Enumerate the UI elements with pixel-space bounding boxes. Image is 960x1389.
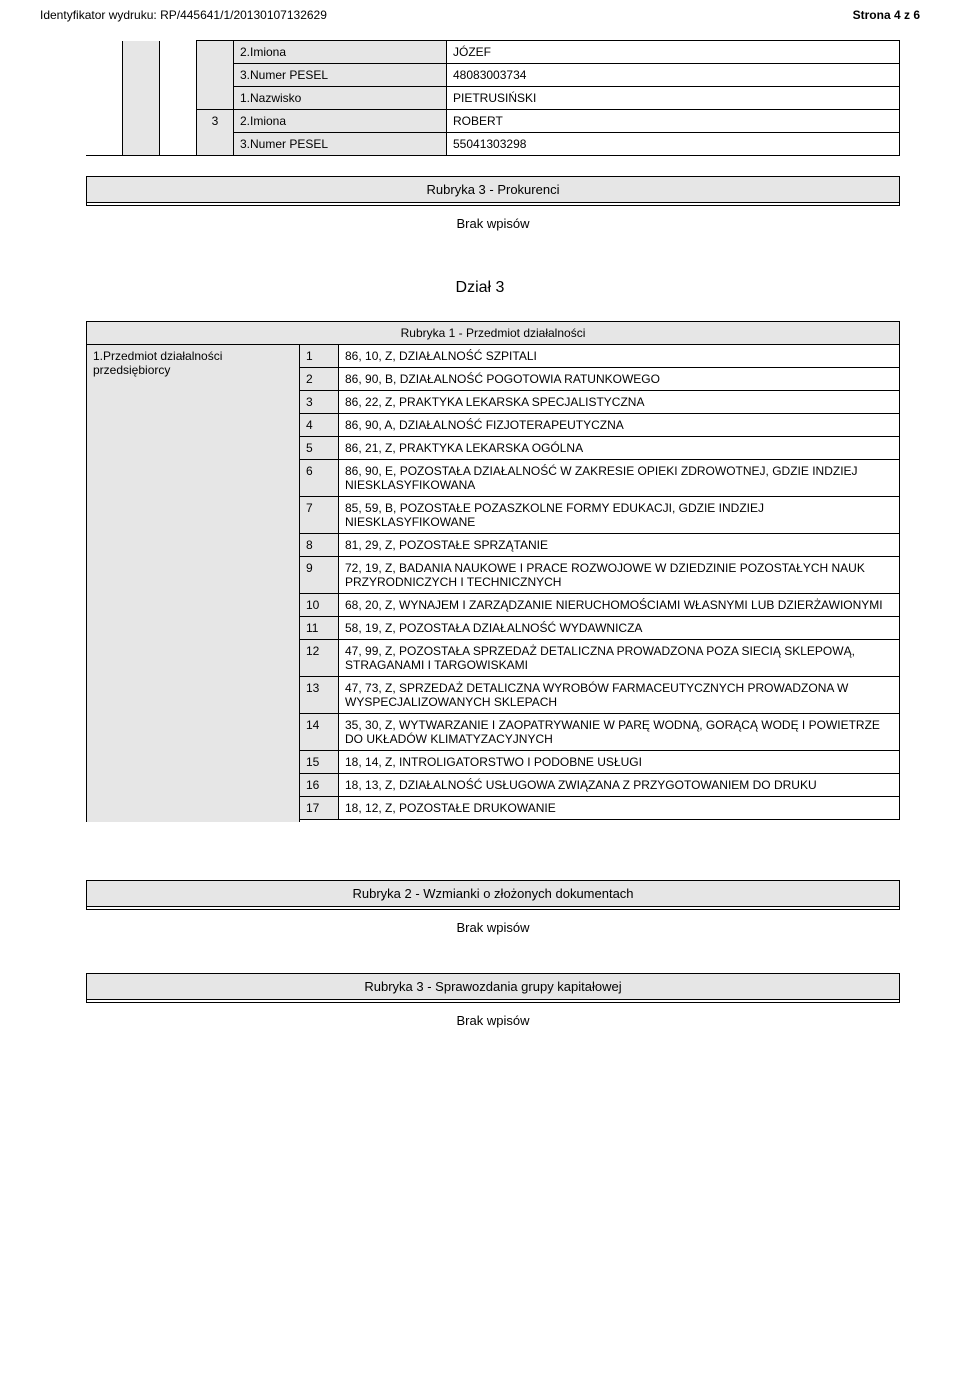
activity-index: 14 bbox=[300, 714, 339, 751]
activity-value: 86, 90, B, DZIAŁALNOŚĆ POGOTOWIA RATUNKO… bbox=[339, 368, 900, 391]
activity-index: 16 bbox=[300, 774, 339, 797]
activity-index: 4 bbox=[300, 414, 339, 437]
activity-index: 10 bbox=[300, 594, 339, 617]
group-number bbox=[197, 41, 234, 110]
group-number: 3 bbox=[197, 110, 234, 156]
page-header: Identyfikator wydruku: RP/445641/1/20130… bbox=[40, 0, 920, 26]
activity-value: 18, 14, Z, INTROLIGATORSTWO I PODOBNE US… bbox=[339, 751, 900, 774]
field-value: 48083003734 bbox=[447, 64, 900, 87]
field-value: JÓZEF bbox=[447, 41, 900, 64]
table-row: 2.Imiona JÓZEF bbox=[86, 41, 900, 64]
no-entries: Brak wpisów bbox=[86, 910, 900, 955]
print-id-value: RP/445641/1/20130107132629 bbox=[160, 8, 327, 22]
activity-index: 13 bbox=[300, 677, 339, 714]
activity-index: 3 bbox=[300, 391, 339, 414]
activity-value: 81, 29, Z, POZOSTAŁE SPRZĄTANIE bbox=[339, 534, 900, 557]
activity-index: 15 bbox=[300, 751, 339, 774]
activity-index: 12 bbox=[300, 640, 339, 677]
no-entries: Brak wpisów bbox=[86, 1003, 900, 1028]
blank-cell bbox=[123, 41, 160, 156]
field-value: 55041303298 bbox=[447, 133, 900, 156]
activities-table: Rubryka 1 - Przedmiot działalności 1.Prz… bbox=[86, 321, 900, 822]
field-label: 1.Nazwisko bbox=[234, 87, 447, 110]
section-title: Rubryka 2 - Wzmianki o złożonych dokumen… bbox=[86, 880, 900, 910]
people-table: 2.Imiona JÓZEF 3.Numer PESEL 48083003734… bbox=[86, 40, 900, 158]
section-title-text: Rubryka 3 - Prokurenci bbox=[87, 177, 900, 203]
section-title: Rubryka 3 - Sprawozdania grupy kapitałow… bbox=[86, 973, 900, 1003]
activity-value: 86, 21, Z, PRAKTYKA LEKARSKA OGÓLNA bbox=[339, 437, 900, 460]
activity-value: 86, 22, Z, PRAKTYKA LEKARSKA SPECJALISTY… bbox=[339, 391, 900, 414]
activity-value: 18, 12, Z, POZOSTAŁE DRUKOWANIE bbox=[339, 797, 900, 820]
field-label: 2.Imiona bbox=[234, 110, 447, 133]
activity-index: 11 bbox=[300, 617, 339, 640]
section-title-text: Rubryka 3 - Sprawozdania grupy kapitałow… bbox=[87, 974, 900, 1000]
activity-index: 6 bbox=[300, 460, 339, 497]
activity-value: 35, 30, Z, WYTWARZANIE I ZAOPATRYWANIE W… bbox=[339, 714, 900, 751]
activity-value: 18, 13, Z, DZIAŁALNOŚĆ USŁUGOWA ZWIĄZANA… bbox=[339, 774, 900, 797]
table-row: 3 2.Imiona ROBERT bbox=[86, 110, 900, 133]
activity-index: 5 bbox=[300, 437, 339, 460]
field-value: PIETRUSIŃSKI bbox=[447, 87, 900, 110]
field-label: 2.Imiona bbox=[234, 41, 447, 64]
activity-index: 2 bbox=[300, 368, 339, 391]
field-label: 3.Numer PESEL bbox=[234, 133, 447, 156]
activity-value: 47, 99, Z, POZOSTAŁA SPRZEDAŻ DETALICZNA… bbox=[339, 640, 900, 677]
blank-cell bbox=[86, 41, 123, 156]
activity-value: 85, 59, B, POZOSTAŁE POZASZKOLNE FORMY E… bbox=[339, 497, 900, 534]
activity-value: 72, 19, Z, BADANIA NAUKOWE I PRACE ROZWO… bbox=[339, 557, 900, 594]
table-row: Rubryka 1 - Przedmiot działalności bbox=[87, 322, 900, 345]
section-title-text: Rubryka 1 - Przedmiot działalności bbox=[87, 322, 900, 345]
activity-value: 47, 73, Z, SPRZEDAŻ DETALICZNA WYROBÓW F… bbox=[339, 677, 900, 714]
table-row: 1.Przedmiot działalności przedsiębiorcy … bbox=[87, 345, 900, 368]
activity-index: 17 bbox=[300, 797, 339, 820]
print-id-label: Identyfikator wydruku: bbox=[40, 8, 157, 22]
activity-value: 86, 90, E, POZOSTAŁA DZIAŁALNOŚĆ W ZAKRE… bbox=[339, 460, 900, 497]
activity-index: 7 bbox=[300, 497, 339, 534]
print-id: Identyfikator wydruku: RP/445641/1/20130… bbox=[40, 8, 327, 22]
activity-index: 9 bbox=[300, 557, 339, 594]
page-number: Strona 4 z 6 bbox=[853, 8, 920, 22]
activity-value: 86, 10, Z, DZIAŁALNOŚĆ SZPITALI bbox=[339, 345, 900, 368]
table-row bbox=[86, 156, 900, 159]
section-title-text: Rubryka 2 - Wzmianki o złożonych dokumen… bbox=[87, 881, 900, 907]
activity-index: 1 bbox=[300, 345, 339, 368]
blank-cell bbox=[160, 41, 197, 156]
no-entries: Brak wpisów bbox=[86, 206, 900, 251]
section-title: Rubryka 3 - Prokurenci bbox=[86, 176, 900, 206]
activity-value: 58, 19, Z, POZOSTAŁA DZIAŁALNOŚĆ WYDAWNI… bbox=[339, 617, 900, 640]
activity-value: 86, 90, A, DZIAŁALNOŚĆ FIZJOTERAPEUTYCZN… bbox=[339, 414, 900, 437]
field-value: ROBERT bbox=[447, 110, 900, 133]
activity-value: 68, 20, Z, WYNAJEM I ZARZĄDZANIE NIERUCH… bbox=[339, 594, 900, 617]
blank-cell bbox=[86, 156, 900, 159]
dzial-title: Dział 3 bbox=[40, 251, 920, 303]
activity-index: 8 bbox=[300, 534, 339, 557]
field-label: 1.Przedmiot działalności przedsiębiorcy bbox=[87, 345, 300, 823]
field-label: 3.Numer PESEL bbox=[234, 64, 447, 87]
